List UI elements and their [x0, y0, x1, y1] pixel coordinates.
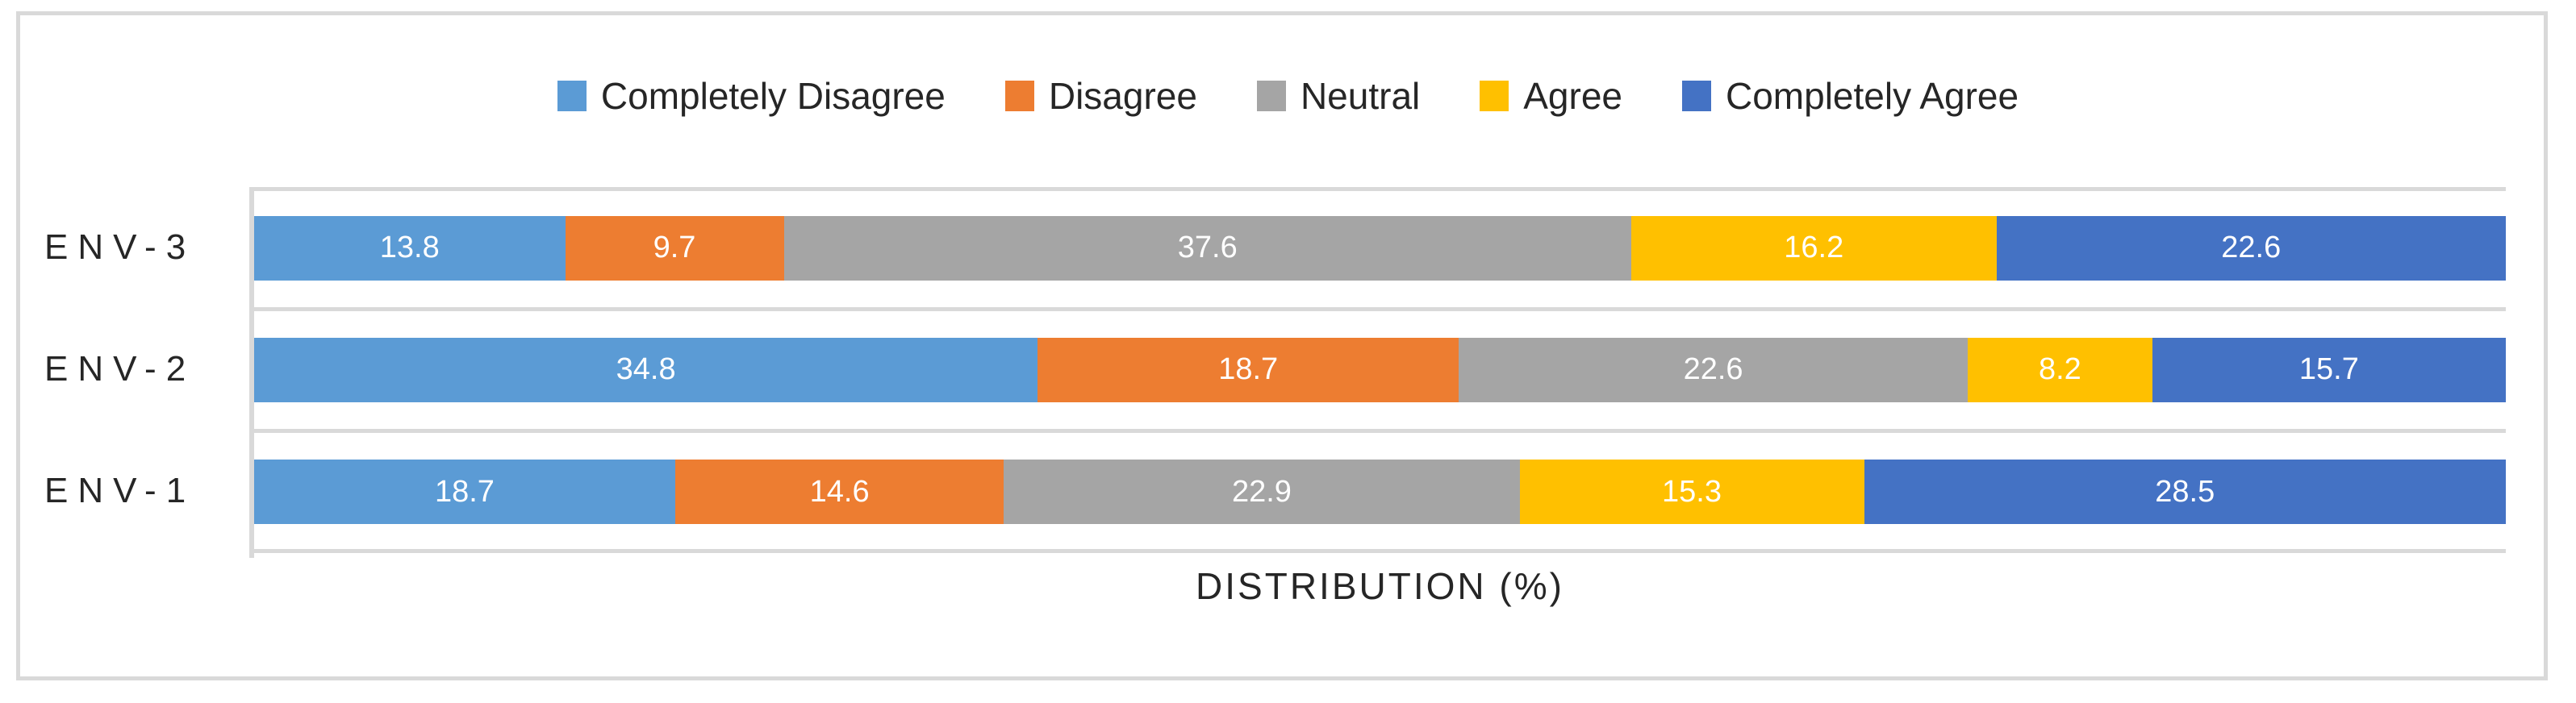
bar-value-label: 18.7	[434, 474, 495, 509]
category-label-env-2: ENV-2	[44, 348, 196, 389]
gridline	[249, 549, 2506, 553]
legend-item: Disagree	[1004, 74, 1197, 118]
legend-item: Completely Agree	[1682, 74, 2019, 118]
bar-value-label: 22.9	[1231, 474, 1292, 509]
plot-area: 13.8 9.7 37.6 16.2 22.6 34.8 18.7 22.6 8.2 15.7 18…	[249, 187, 2506, 558]
legend-label: Completely Disagree	[600, 75, 946, 117]
legend-swatch-icon	[1256, 81, 1286, 111]
bar-value-label: 22.6	[1683, 352, 1743, 387]
bar-value-label: 28.5	[2155, 474, 2215, 509]
stacked-bar-env-2: 34.8 18.7 22.6 8.2 15.7	[254, 337, 2506, 402]
bar-segment: 14.6	[674, 460, 1004, 525]
y-axis-line	[249, 187, 254, 558]
bar-segment: 34.8	[254, 337, 1038, 402]
bar-segment: 28.5	[1864, 460, 2506, 525]
bar-value-label: 13.8	[379, 231, 440, 265]
legend-item: Completely Disagree	[557, 74, 946, 118]
legend-swatch-icon	[1682, 81, 1711, 111]
bar-value-label: 37.6	[1177, 231, 1238, 265]
bar-value-label: 15.3	[1662, 474, 1722, 509]
legend-swatch-icon	[1480, 81, 1509, 111]
legend-swatch-icon	[1004, 81, 1034, 111]
legend: Completely Disagree Disagree Neutral Agree C…	[0, 74, 2576, 118]
gridline	[249, 307, 2506, 311]
legend-item: Agree	[1480, 74, 1622, 118]
bar-segment: 15.7	[2152, 337, 2506, 402]
category-label-env-3: ENV-3	[44, 227, 196, 267]
bar-segment: 18.7	[254, 460, 675, 525]
bar-value-label: 34.8	[616, 352, 676, 387]
stacked-bar-env-1: 18.7 14.6 22.9 15.3 28.5	[254, 460, 2506, 525]
stacked-bar-env-3: 13.8 9.7 37.6 16.2 22.6	[254, 215, 2506, 281]
bar-segment: 15.3	[1519, 460, 1864, 525]
bar-segment: 16.2	[1630, 215, 1997, 281]
legend-label: Neutral	[1300, 75, 1421, 117]
x-axis-title: DISTRIBUTION (%)	[1196, 565, 1564, 607]
bar-segment: 9.7	[565, 215, 784, 281]
bar-segment: 18.7	[1037, 337, 1459, 402]
bar-value-label: 16.2	[1784, 231, 1844, 265]
bar-value-label: 18.7	[1218, 352, 1279, 387]
bar-value-label: 8.2	[2038, 352, 2081, 387]
legend-swatch-icon	[557, 81, 587, 111]
bar-segment: 8.2	[1967, 337, 2152, 402]
bar-value-label: 15.7	[2298, 352, 2359, 387]
bar-value-label: 14.6	[809, 474, 870, 509]
bar-segment: 37.6	[783, 215, 1631, 281]
bar-segment: 22.9	[1004, 460, 1520, 525]
category-label-env-1: ENV-1	[44, 471, 196, 511]
legend-label: Disagree	[1048, 75, 1197, 117]
legend-label: Agree	[1523, 75, 1622, 117]
bar-segment: 22.6	[1996, 215, 2506, 281]
bar-segment: 22.6	[1459, 337, 1968, 402]
legend-label: Completely Agree	[1726, 75, 2019, 117]
bar-value-label: 9.7	[653, 231, 696, 265]
legend-item: Neutral	[1256, 74, 1421, 118]
gridline	[249, 429, 2506, 433]
bar-value-label: 22.6	[2221, 231, 2282, 265]
gridline	[249, 187, 2506, 191]
bar-segment: 13.8	[254, 215, 566, 281]
